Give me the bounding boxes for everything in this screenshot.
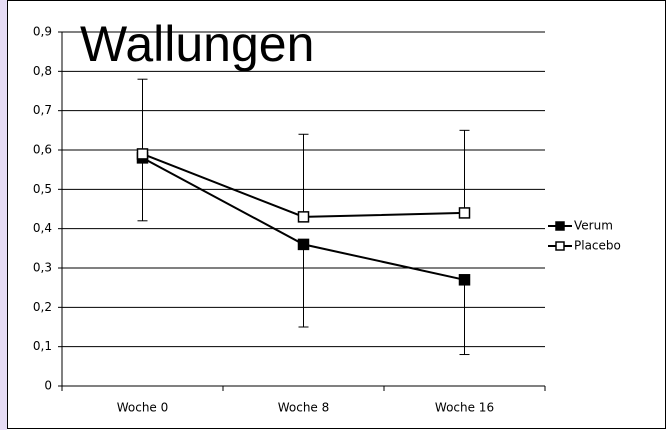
y-tick-label: 0,6	[33, 143, 52, 157]
y-tick-label: 0,9	[33, 25, 52, 39]
x-tick-label: Woche 16	[435, 401, 494, 415]
marker	[458, 274, 471, 286]
legend-label: Verum	[574, 219, 613, 233]
marker	[297, 238, 310, 251]
y-tick-label: 0,1	[33, 339, 52, 353]
x-tick-label: Woche 8	[278, 401, 330, 415]
y-tick-label: 0,8	[33, 64, 52, 78]
marker	[297, 211, 310, 223]
y-tick-label: 0,7	[33, 103, 52, 117]
legend-label: Placebo	[574, 239, 621, 253]
y-tick-label: 0,3	[33, 261, 52, 275]
marker	[458, 207, 471, 219]
y-tick-label: 0	[44, 379, 52, 393]
x-tick-label: Woche 0	[117, 401, 169, 415]
left-strip	[0, 0, 7, 430]
y-tick-label: 0,5	[33, 182, 52, 196]
marker	[136, 148, 149, 160]
y-tick-label: 0,2	[33, 300, 52, 314]
y-tick-label: 0,4	[33, 221, 52, 235]
chart-title: Wallungen	[80, 16, 314, 72]
legend-marker	[555, 241, 565, 251]
legend-marker	[555, 221, 565, 231]
